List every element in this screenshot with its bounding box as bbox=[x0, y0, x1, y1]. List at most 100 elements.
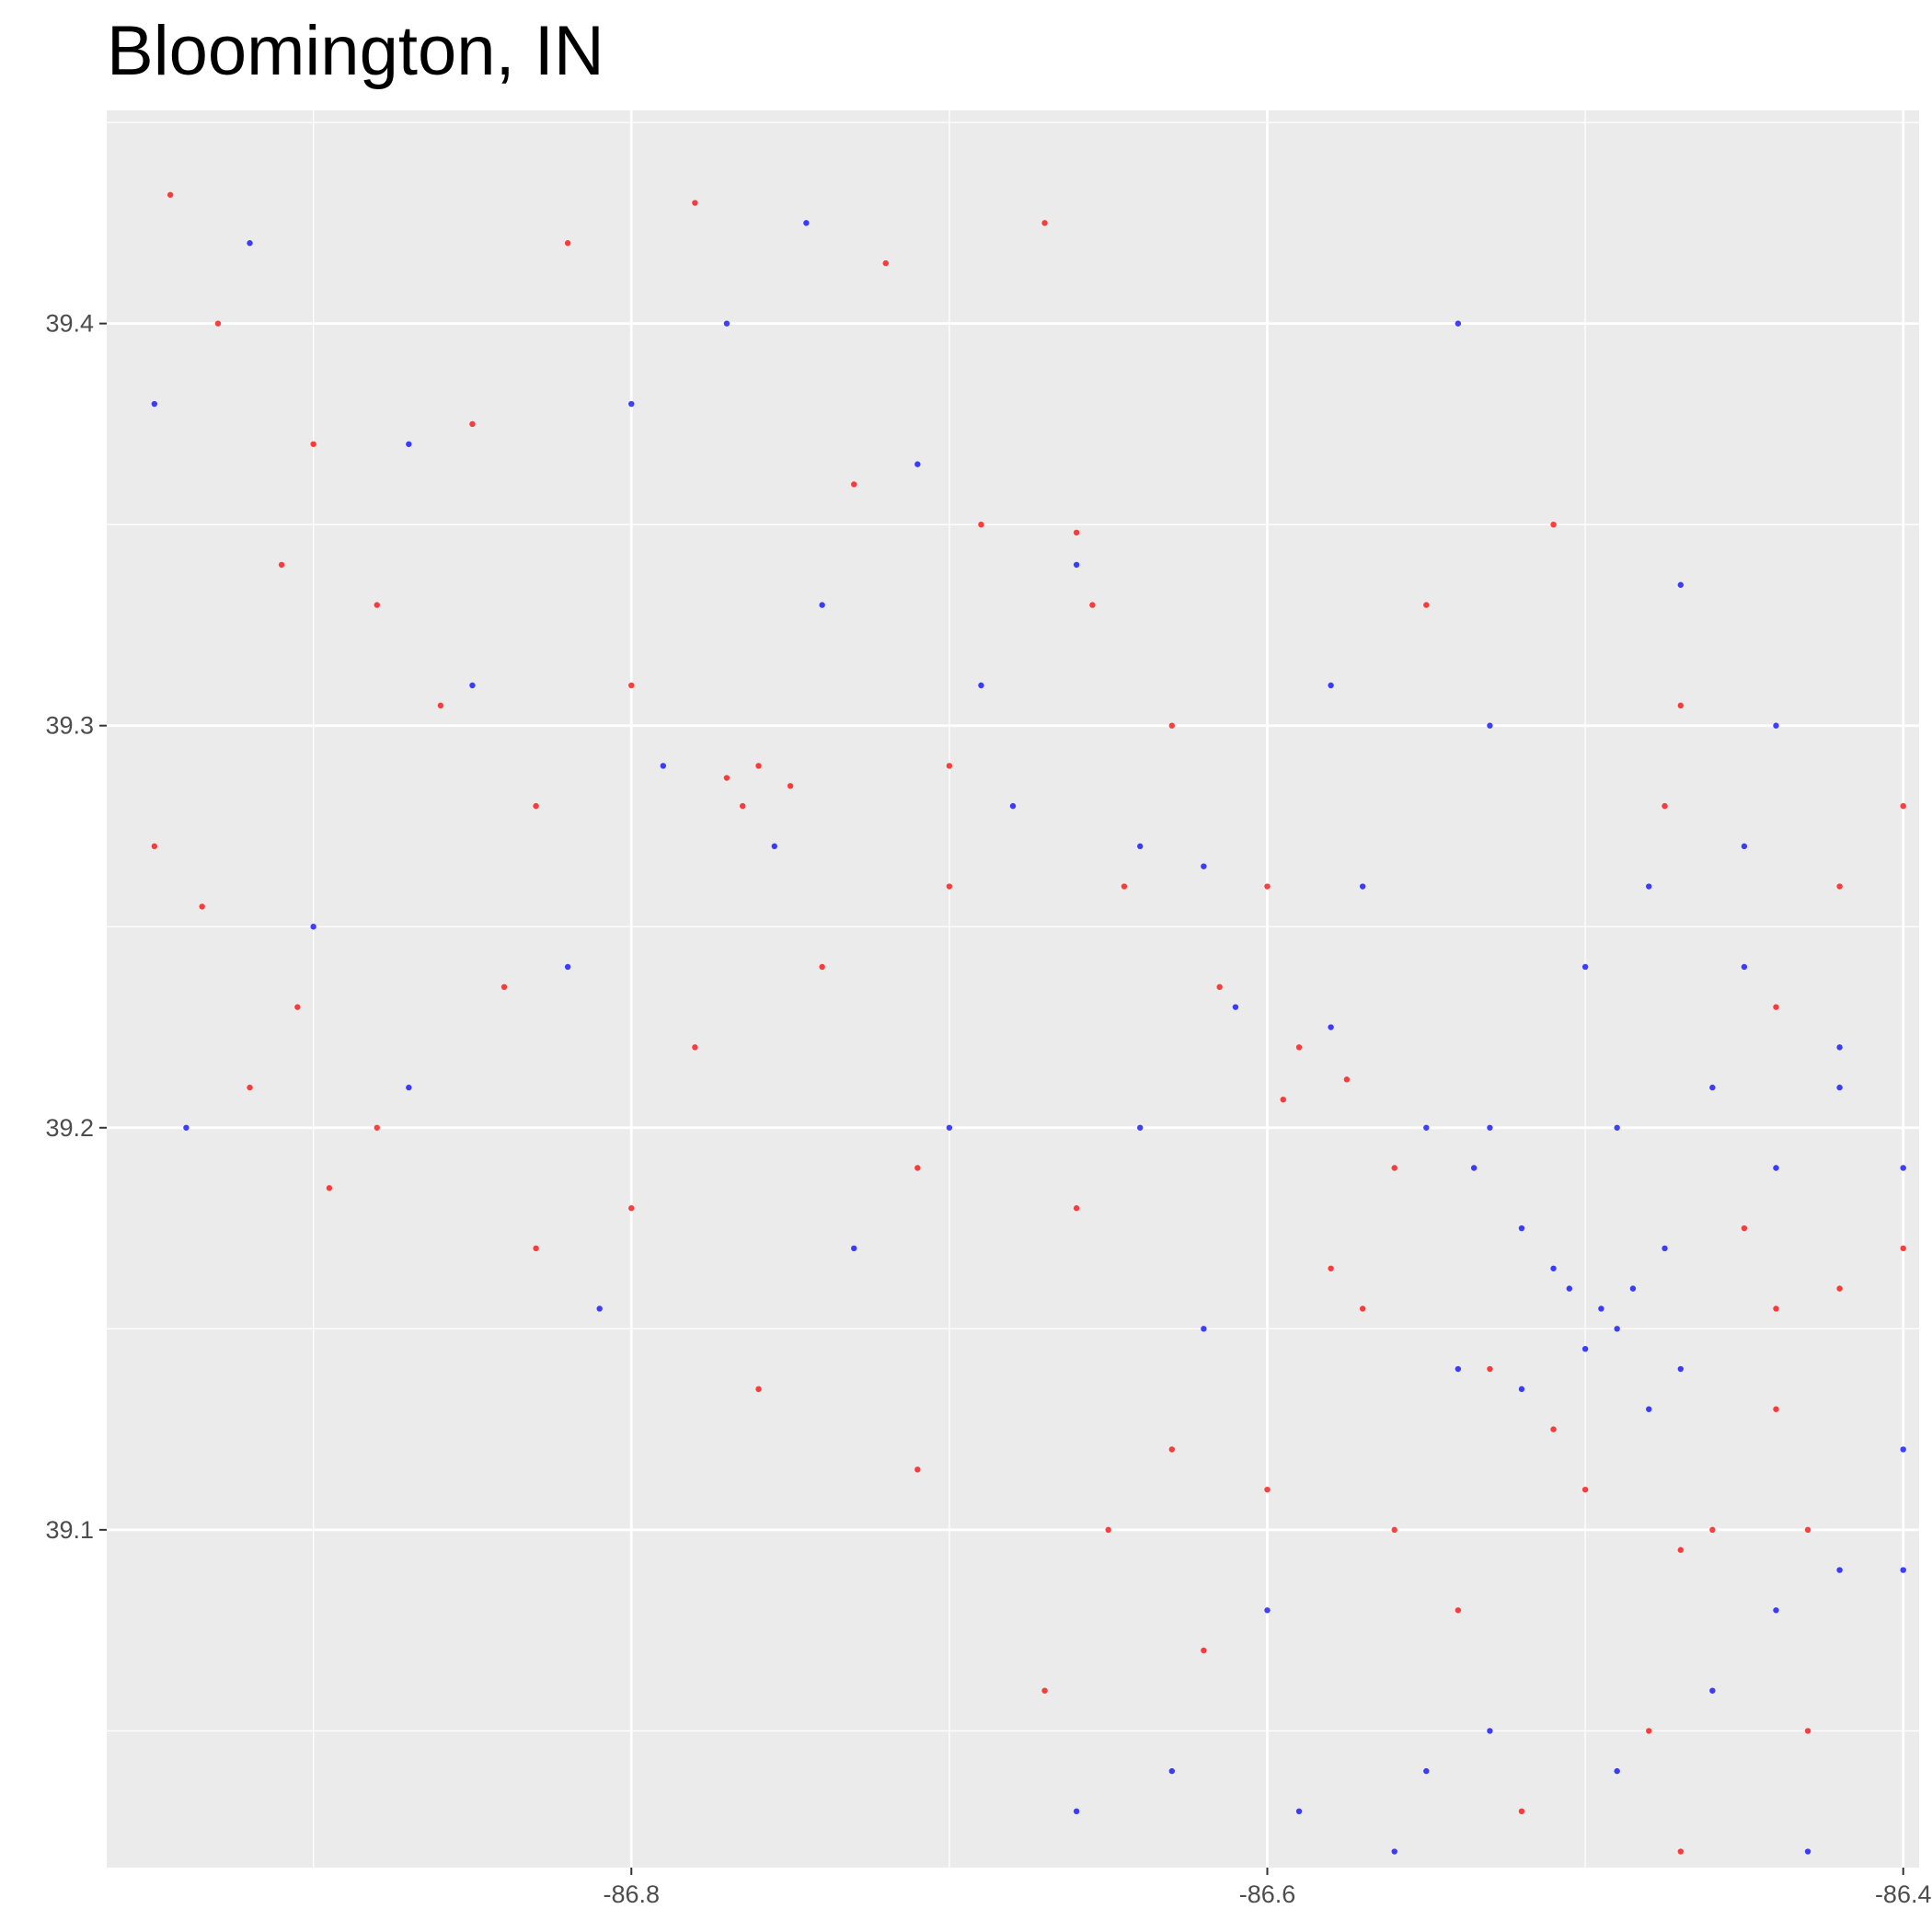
data-point bbox=[1773, 1165, 1779, 1171]
data-point bbox=[1614, 1124, 1620, 1131]
data-point bbox=[1423, 1767, 1430, 1775]
data-point bbox=[1581, 1486, 1589, 1493]
data-point bbox=[1105, 1526, 1111, 1534]
data-point bbox=[1391, 1526, 1397, 1534]
data-point bbox=[247, 1084, 253, 1091]
data-point bbox=[740, 802, 746, 810]
data-point bbox=[1677, 702, 1684, 709]
data-point bbox=[564, 240, 571, 247]
data-point bbox=[978, 521, 984, 528]
data-point bbox=[183, 1124, 190, 1131]
grid-minor bbox=[107, 110, 1919, 1868]
data-point bbox=[374, 1124, 380, 1131]
data-point bbox=[294, 1004, 301, 1010]
data-point bbox=[1343, 1076, 1351, 1083]
data-point bbox=[755, 1386, 762, 1393]
data-point bbox=[1518, 1386, 1525, 1393]
data-point bbox=[1741, 843, 1748, 850]
data-point bbox=[1900, 1245, 1906, 1252]
data-point bbox=[1487, 1365, 1493, 1373]
data-point bbox=[1073, 561, 1080, 569]
data-point bbox=[1359, 1305, 1366, 1312]
data-point bbox=[1137, 843, 1144, 850]
data-point bbox=[1518, 1225, 1525, 1232]
data-point bbox=[151, 400, 158, 408]
data-point bbox=[723, 320, 730, 327]
data-point bbox=[850, 1245, 857, 1252]
data-point bbox=[1264, 1486, 1271, 1493]
data-point bbox=[1201, 1326, 1207, 1332]
data-point bbox=[1168, 1446, 1176, 1453]
data-point bbox=[1709, 1526, 1716, 1534]
data-point bbox=[1900, 1446, 1906, 1453]
data-point bbox=[596, 1305, 603, 1312]
data-point bbox=[533, 1245, 539, 1252]
data-point bbox=[167, 191, 174, 198]
data-points bbox=[151, 191, 1906, 1855]
data-point bbox=[1662, 802, 1668, 810]
data-point bbox=[326, 1185, 333, 1191]
data-point bbox=[1804, 1728, 1811, 1734]
data-point bbox=[850, 481, 857, 488]
data-point bbox=[1264, 1607, 1271, 1614]
y-tick-label: 39.4 bbox=[45, 310, 94, 338]
data-point bbox=[1328, 1265, 1334, 1271]
data-point bbox=[1804, 1848, 1811, 1855]
data-point bbox=[1741, 1225, 1748, 1232]
data-point bbox=[914, 461, 921, 467]
data-point bbox=[1518, 1808, 1525, 1815]
data-point bbox=[1391, 1848, 1397, 1855]
data-point bbox=[1773, 1607, 1779, 1614]
data-point bbox=[1677, 581, 1684, 588]
data-point bbox=[1629, 1285, 1637, 1292]
data-point bbox=[151, 843, 158, 850]
data-point bbox=[1646, 883, 1652, 890]
data-point bbox=[1773, 1004, 1779, 1010]
data-point bbox=[1121, 883, 1128, 890]
data-point bbox=[1168, 1767, 1176, 1775]
y-axis: 39.1 39.2 39.3 39.4 bbox=[45, 310, 107, 1544]
data-point bbox=[1359, 883, 1366, 890]
data-point bbox=[199, 903, 205, 910]
data-point bbox=[1836, 1084, 1843, 1091]
data-point bbox=[1137, 1124, 1144, 1131]
data-point bbox=[1487, 1728, 1493, 1734]
data-point bbox=[247, 240, 253, 247]
data-point bbox=[1232, 1004, 1239, 1010]
data-point bbox=[1581, 1345, 1589, 1352]
data-point bbox=[1328, 682, 1334, 689]
data-point bbox=[1455, 1365, 1462, 1373]
data-point bbox=[946, 763, 953, 769]
chart-title: Bloomington, IN bbox=[107, 12, 604, 90]
data-point bbox=[1709, 1084, 1716, 1091]
data-point bbox=[914, 1165, 921, 1171]
x-tick-label: -86.4 bbox=[1875, 1880, 1932, 1908]
data-point bbox=[1487, 1124, 1493, 1131]
data-point bbox=[1073, 529, 1080, 536]
data-point bbox=[214, 320, 222, 327]
data-point bbox=[1677, 1547, 1684, 1553]
data-point bbox=[1773, 722, 1779, 729]
data-point bbox=[1836, 1285, 1843, 1292]
data-point bbox=[978, 682, 984, 689]
y-tick-label: 39.1 bbox=[45, 1516, 94, 1544]
data-point bbox=[628, 400, 635, 408]
data-point bbox=[819, 602, 825, 608]
data-point bbox=[1836, 883, 1843, 890]
data-point bbox=[1646, 1406, 1652, 1412]
data-point bbox=[469, 420, 476, 428]
data-point bbox=[787, 783, 794, 789]
data-point bbox=[406, 441, 412, 447]
data-point bbox=[946, 1124, 953, 1131]
data-point bbox=[1201, 1647, 1207, 1654]
data-point bbox=[1009, 802, 1017, 810]
data-point bbox=[278, 561, 285, 569]
data-point bbox=[1566, 1285, 1573, 1292]
data-point bbox=[1041, 1687, 1048, 1694]
data-point bbox=[1581, 963, 1589, 971]
data-point bbox=[1677, 1848, 1684, 1855]
data-point bbox=[310, 924, 316, 930]
data-point bbox=[533, 802, 539, 810]
data-point bbox=[819, 963, 825, 971]
